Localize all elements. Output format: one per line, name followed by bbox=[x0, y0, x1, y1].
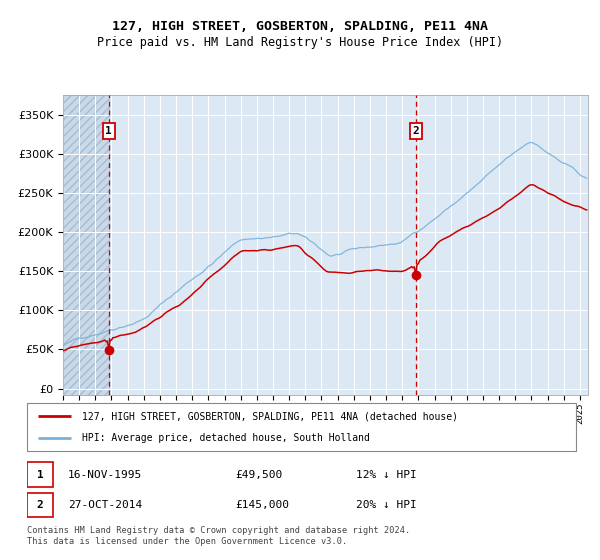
Text: 27-OCT-2014: 27-OCT-2014 bbox=[68, 500, 142, 510]
Text: 16-NOV-1995: 16-NOV-1995 bbox=[68, 470, 142, 480]
Text: £145,000: £145,000 bbox=[236, 500, 290, 510]
Text: 127, HIGH STREET, GOSBERTON, SPALDING, PE11 4NA: 127, HIGH STREET, GOSBERTON, SPALDING, P… bbox=[112, 20, 488, 32]
Text: Price paid vs. HM Land Registry's House Price Index (HPI): Price paid vs. HM Land Registry's House … bbox=[97, 36, 503, 49]
Text: 2: 2 bbox=[412, 126, 419, 136]
FancyBboxPatch shape bbox=[27, 403, 576, 451]
Text: HPI: Average price, detached house, South Holland: HPI: Average price, detached house, Sout… bbox=[82, 433, 370, 443]
Text: 12% ↓ HPI: 12% ↓ HPI bbox=[356, 470, 417, 480]
Text: 127, HIGH STREET, GOSBERTON, SPALDING, PE11 4NA (detached house): 127, HIGH STREET, GOSBERTON, SPALDING, P… bbox=[82, 411, 458, 421]
FancyBboxPatch shape bbox=[27, 493, 53, 517]
Text: 20% ↓ HPI: 20% ↓ HPI bbox=[356, 500, 417, 510]
Text: 2: 2 bbox=[37, 500, 44, 510]
Text: 1: 1 bbox=[106, 126, 112, 136]
Text: Contains HM Land Registry data © Crown copyright and database right 2024.
This d: Contains HM Land Registry data © Crown c… bbox=[27, 526, 410, 546]
FancyBboxPatch shape bbox=[27, 463, 53, 487]
Text: 1: 1 bbox=[37, 470, 44, 480]
Text: £49,500: £49,500 bbox=[236, 470, 283, 480]
